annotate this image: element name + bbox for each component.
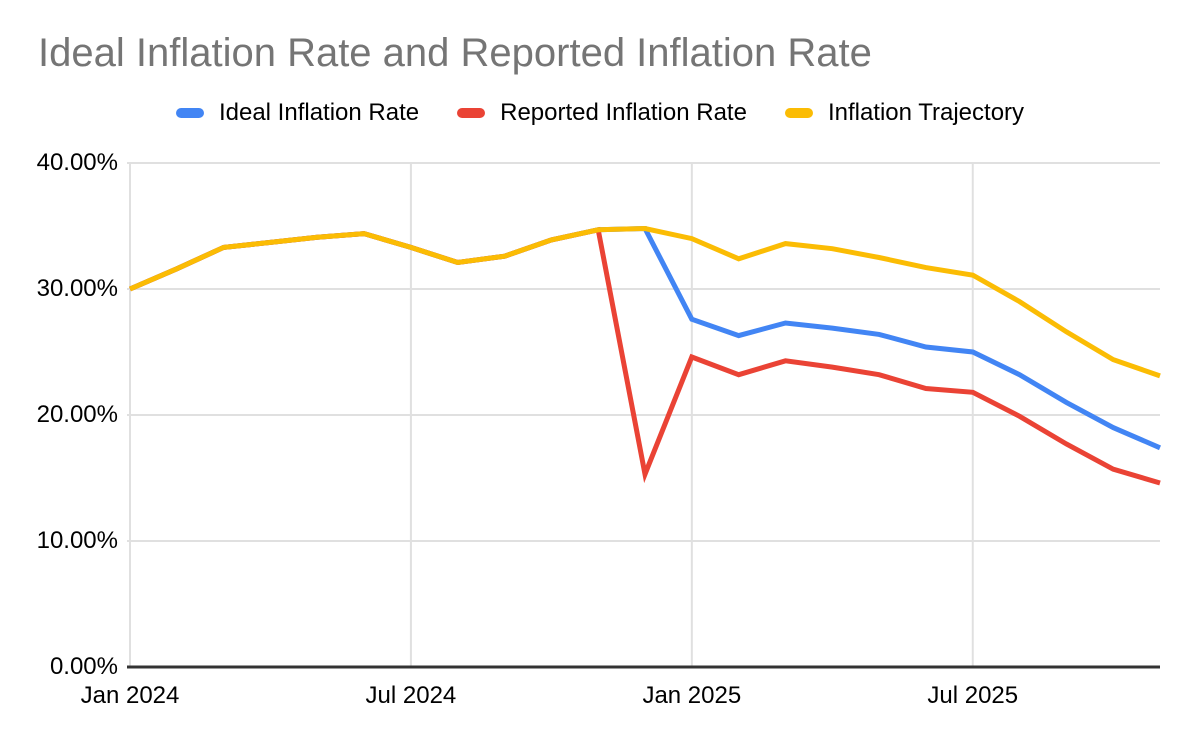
series-line-reported-inflation-rate bbox=[129, 226, 1161, 486]
y-axis-tick-label: 20.00% bbox=[36, 401, 118, 428]
legend-item-ideal-inflation-rate: Ideal Inflation Rate bbox=[175, 99, 420, 127]
y-axis-tick-label: 40.00% bbox=[36, 149, 118, 176]
x-axis-tick-label: Jul 2024 bbox=[365, 682, 457, 709]
x-axis-tick-label: Jan 2024 bbox=[80, 682, 180, 709]
x-axis-tick-label: Jul 2025 bbox=[927, 682, 1019, 709]
legend-label-inflation-trajectory: Inflation Trajectory bbox=[827, 99, 1025, 126]
legend-swatch-ideal-inflation-rate bbox=[175, 108, 204, 118]
y-axis-tick-label: 30.00% bbox=[36, 275, 118, 302]
series-line-inflation-trajectory bbox=[129, 225, 1161, 379]
chart-legend: Ideal Inflation Rate Reported Inflation … bbox=[0, 99, 1200, 127]
chart-title: Ideal Inflation Rate and Reported Inflat… bbox=[38, 31, 872, 75]
legend-swatch-reported-inflation-rate bbox=[457, 108, 486, 118]
legend-item-inflation-trajectory: Inflation Trajectory bbox=[784, 99, 1025, 127]
y-axis-tick-label: 0.00% bbox=[49, 653, 118, 680]
x-axis-tick-label: Jan 2025 bbox=[642, 682, 742, 709]
legend-label-reported-inflation-rate: Reported Inflation Rate bbox=[500, 99, 747, 126]
y-axis-tick-label: 10.00% bbox=[36, 527, 118, 554]
legend-label-ideal-inflation-rate: Ideal Inflation Rate bbox=[218, 99, 420, 126]
legend-item-reported-inflation-rate: Reported Inflation Rate bbox=[457, 99, 747, 127]
legend-swatch-inflation-trajectory bbox=[784, 108, 813, 118]
